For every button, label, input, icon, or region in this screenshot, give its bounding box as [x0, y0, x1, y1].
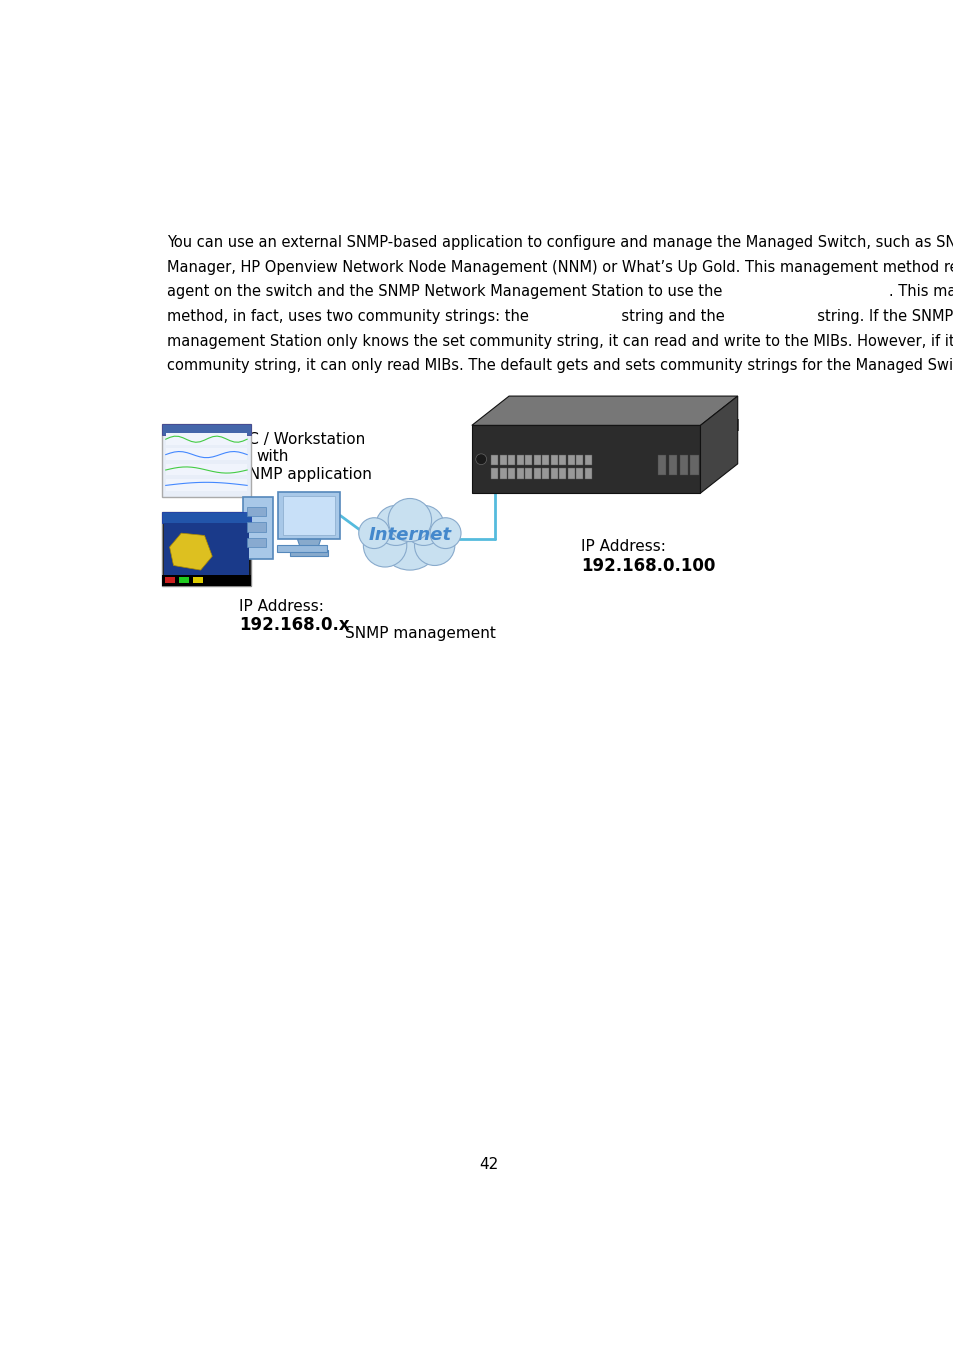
- Bar: [162, 513, 251, 524]
- Bar: [534, 468, 540, 479]
- Bar: [534, 455, 540, 466]
- Polygon shape: [472, 396, 737, 425]
- Text: SNMP Agent Status:  Enabled: SNMP Agent Status: Enabled: [516, 420, 740, 435]
- Bar: [247, 508, 266, 516]
- Bar: [508, 455, 515, 466]
- Circle shape: [430, 518, 460, 548]
- Bar: [517, 468, 523, 479]
- Bar: [164, 524, 249, 575]
- Bar: [276, 544, 327, 552]
- Bar: [679, 455, 687, 475]
- Bar: [162, 513, 251, 586]
- Bar: [508, 468, 515, 479]
- Polygon shape: [297, 539, 320, 551]
- Bar: [542, 468, 549, 479]
- Text: SNMP management: SNMP management: [344, 625, 495, 640]
- Bar: [525, 468, 532, 479]
- Circle shape: [415, 525, 455, 566]
- Bar: [491, 455, 497, 466]
- Bar: [166, 479, 247, 491]
- Text: community string, it can only read MIBs. The default gets and sets community str: community string, it can only read MIBs.…: [167, 358, 953, 374]
- Bar: [576, 468, 583, 479]
- Text: management Station only knows the set community string, it can read and write to: management Station only knows the set co…: [167, 333, 953, 348]
- Text: You can use an external SNMP-based application to configure and manage the Manag: You can use an external SNMP-based appli…: [167, 235, 953, 250]
- Text: agent on the switch and the SNMP Network Management Station to use the          : agent on the switch and the SNMP Network…: [167, 285, 953, 300]
- Circle shape: [375, 505, 416, 545]
- Text: IP Address:: IP Address:: [580, 539, 665, 555]
- Bar: [690, 455, 699, 475]
- Bar: [517, 455, 523, 466]
- Bar: [558, 468, 566, 479]
- Bar: [243, 497, 273, 559]
- Bar: [278, 491, 340, 539]
- Bar: [166, 448, 247, 460]
- Bar: [491, 468, 497, 479]
- Bar: [247, 537, 266, 547]
- Circle shape: [388, 498, 431, 541]
- Bar: [162, 424, 251, 435]
- Bar: [165, 576, 174, 583]
- Circle shape: [403, 505, 443, 545]
- Bar: [525, 455, 532, 466]
- Bar: [282, 497, 335, 535]
- Circle shape: [363, 524, 406, 567]
- Text: Manager, HP Openview Network Node Management (NNM) or What’s Up Gold. This manag: Manager, HP Openview Network Node Manage…: [167, 259, 953, 275]
- Polygon shape: [700, 396, 737, 493]
- Bar: [550, 455, 558, 466]
- Bar: [668, 455, 677, 475]
- Bar: [550, 468, 558, 479]
- Circle shape: [358, 518, 390, 548]
- Text: IP Address:: IP Address:: [239, 598, 324, 614]
- Circle shape: [378, 509, 440, 570]
- Bar: [166, 433, 247, 444]
- Bar: [567, 455, 575, 466]
- Text: 192.168.0.x: 192.168.0.x: [239, 617, 350, 634]
- Bar: [576, 455, 583, 466]
- Bar: [584, 468, 592, 479]
- Text: Internet: Internet: [368, 526, 451, 544]
- Bar: [290, 549, 328, 556]
- Text: with: with: [256, 450, 289, 464]
- Bar: [499, 468, 506, 479]
- Bar: [162, 424, 251, 497]
- Bar: [658, 455, 666, 475]
- Polygon shape: [472, 425, 700, 493]
- Text: SNMP application: SNMP application: [239, 467, 372, 482]
- Text: XGSW Managed Switch: XGSW Managed Switch: [516, 402, 693, 417]
- Text: 42: 42: [478, 1157, 498, 1172]
- Bar: [179, 576, 189, 583]
- Text: 192.168.0.100: 192.168.0.100: [580, 558, 715, 575]
- Circle shape: [476, 454, 486, 464]
- Bar: [193, 576, 203, 583]
- Polygon shape: [170, 533, 212, 570]
- Bar: [558, 455, 566, 466]
- Bar: [499, 455, 506, 466]
- Bar: [542, 455, 549, 466]
- Text: method, in fact, uses two community strings: the                    string and t: method, in fact, uses two community stri…: [167, 309, 953, 324]
- Bar: [247, 522, 266, 532]
- Bar: [584, 455, 592, 466]
- Bar: [166, 464, 247, 475]
- Text: PC / Workstation: PC / Workstation: [239, 432, 365, 447]
- Bar: [567, 468, 575, 479]
- Bar: [162, 575, 251, 586]
